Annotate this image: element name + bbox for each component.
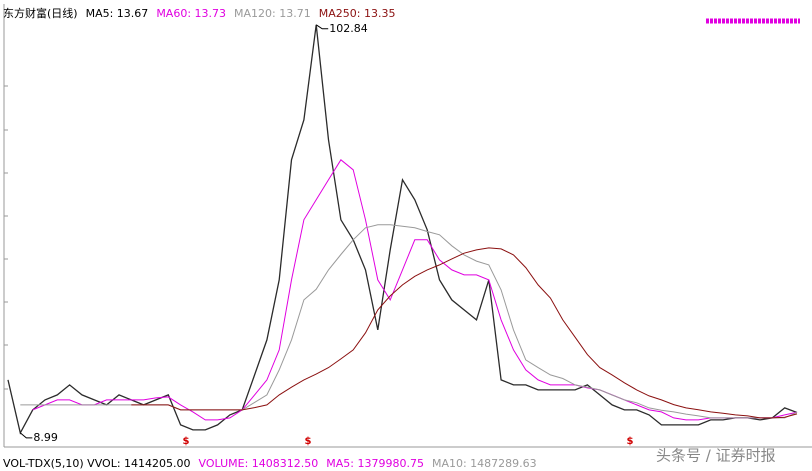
ma-line (131, 247, 798, 419)
watermark: 头条号 / 证券时报 (656, 447, 776, 465)
legend-label: MA120: 13.71 (234, 7, 311, 20)
legend-label: MA60: 13.73 (156, 7, 226, 20)
legend-label: 东方财富(日线) (3, 6, 78, 20)
left-ticks (4, 85, 8, 390)
min-label: 8.99 (33, 431, 58, 444)
volume-header: VOL-TDX(5,10) VVOL: 1414205.00 VOLUME: 14… (3, 457, 537, 470)
ma-line (32, 159, 798, 421)
annotation-leader (315, 24, 329, 30)
plot-area: 102.84 8.99 $ $ $ (7, 22, 798, 447)
volume-label: VOL-TDX(5,10) VVOL: 1414205.00 (3, 457, 191, 470)
signal-marker: $ (183, 436, 190, 447)
legend-label: MA5: 13.67 (86, 7, 149, 20)
signal-marker: $ (627, 436, 634, 447)
volume-label: MA10: 1487289.63 (432, 457, 537, 470)
annotation-leader (20, 432, 33, 439)
legend-label: MA250: 13.35 (319, 7, 396, 20)
max-label: 102.84 (329, 22, 368, 35)
chart-header: 东方财富(日线) MA5: 13.67 MA60: 13.73 MA120: 13.7… (3, 6, 395, 20)
price-line (7, 24, 798, 435)
volume-label: MA5: 1379980.75 (326, 457, 424, 470)
signal-marker: $ (305, 436, 312, 447)
volume-label: VOLUME: 1408312.50 (199, 457, 319, 470)
